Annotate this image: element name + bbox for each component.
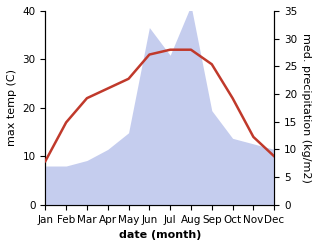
Y-axis label: max temp (C): max temp (C) (7, 69, 17, 146)
Y-axis label: med. precipitation (kg/m2): med. precipitation (kg/m2) (301, 33, 311, 183)
X-axis label: date (month): date (month) (119, 230, 201, 240)
